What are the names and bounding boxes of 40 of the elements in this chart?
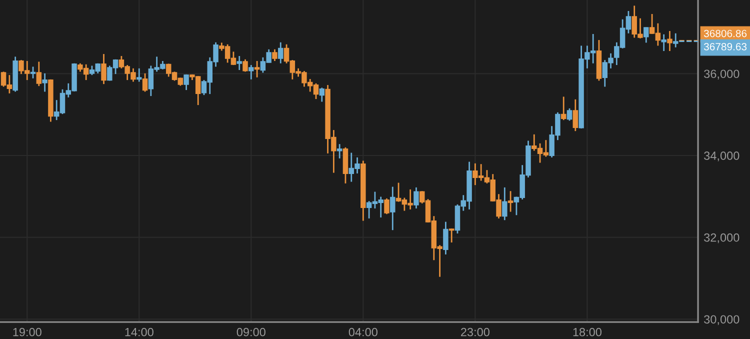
candlestick bbox=[248, 64, 254, 80]
y-tick-label: 32,000 bbox=[704, 233, 740, 244]
candlestick bbox=[254, 60, 260, 78]
candlestick bbox=[661, 34, 666, 52]
candlestick bbox=[502, 186, 508, 221]
candlestick bbox=[36, 61, 42, 87]
y-tick-label: 36,000 bbox=[704, 70, 740, 80]
candlestick bbox=[42, 72, 48, 92]
ref-line-label: 36806.86 bbox=[704, 30, 747, 38]
candlestick bbox=[30, 66, 36, 80]
candlestick bbox=[572, 98, 578, 132]
candlestick bbox=[319, 87, 325, 102]
x-tick-label: 14:00 bbox=[125, 328, 154, 336]
candlestick bbox=[136, 68, 142, 82]
y-tick-label: 34,000 bbox=[704, 152, 740, 162]
y-tick-label: 30,000 bbox=[704, 315, 740, 325]
ref-line-label: 36789.63 bbox=[704, 43, 747, 50]
candlestick bbox=[142, 72, 148, 92]
candlestick bbox=[236, 55, 242, 71]
x-tick-label: 09:00 bbox=[236, 328, 266, 336]
candlestick bbox=[272, 48, 278, 62]
x-tick-label: 23:00 bbox=[461, 328, 490, 336]
candlestick bbox=[667, 30, 672, 52]
candlestick bbox=[414, 186, 419, 210]
x-tick-label: 19:00 bbox=[13, 328, 42, 336]
x-tick-label: 04:00 bbox=[348, 328, 378, 336]
candlestick bbox=[101, 53, 106, 85]
candlestick bbox=[278, 42, 284, 64]
candlestick bbox=[384, 198, 390, 215]
candlestick bbox=[448, 228, 454, 244]
candlestick bbox=[443, 221, 448, 256]
x-tick-label: 18:00 bbox=[573, 328, 602, 336]
candlestick bbox=[390, 186, 396, 231]
candlestick bbox=[184, 74, 189, 91]
candlestick bbox=[242, 58, 248, 72]
candlestick bbox=[566, 108, 572, 122]
candlestick bbox=[560, 96, 566, 121]
candlestick bbox=[508, 190, 514, 212]
candlestick bbox=[336, 143, 342, 160]
candlestick bbox=[644, 26, 649, 44]
